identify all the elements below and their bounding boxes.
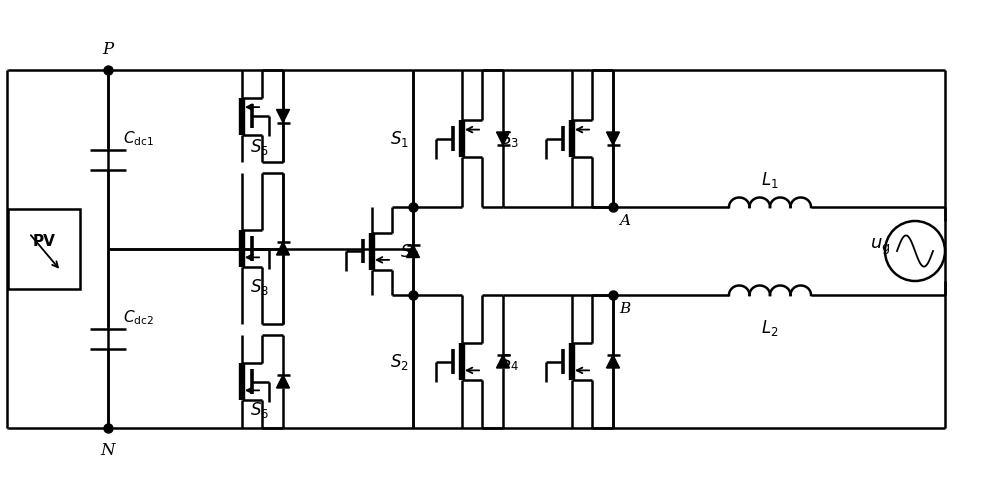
Text: $S_3$: $S_3$	[500, 129, 519, 149]
Text: $S_5$: $S_5$	[250, 137, 269, 156]
Polygon shape	[277, 375, 290, 388]
Polygon shape	[497, 355, 510, 368]
Polygon shape	[407, 245, 420, 258]
Text: $S_8$: $S_8$	[250, 277, 269, 297]
Text: $L_1$: $L_1$	[761, 169, 779, 190]
Text: B: B	[619, 301, 630, 315]
Text: N: N	[101, 441, 115, 458]
Text: $u_{\mathrm{g}}$: $u_{\mathrm{g}}$	[870, 237, 890, 257]
Text: P: P	[102, 41, 114, 58]
Text: PV: PV	[33, 234, 55, 249]
Polygon shape	[497, 133, 510, 146]
Text: $S_7$: $S_7$	[400, 241, 419, 262]
Text: $S_2$: $S_2$	[390, 352, 409, 372]
Text: $C_{\mathrm{dc2}}$: $C_{\mathrm{dc2}}$	[123, 308, 154, 326]
Polygon shape	[606, 133, 620, 146]
Text: $S_6$: $S_6$	[250, 400, 269, 420]
Polygon shape	[277, 110, 290, 123]
Text: $C_{\mathrm{dc1}}$: $C_{\mathrm{dc1}}$	[123, 129, 154, 147]
Bar	[8, 210, 80, 289]
Text: $S_1$: $S_1$	[390, 129, 409, 149]
Text: A: A	[619, 214, 630, 228]
Polygon shape	[277, 242, 290, 255]
Text: $S_4$: $S_4$	[500, 352, 519, 372]
Text: $L_2$: $L_2$	[761, 317, 779, 337]
Polygon shape	[606, 355, 620, 368]
